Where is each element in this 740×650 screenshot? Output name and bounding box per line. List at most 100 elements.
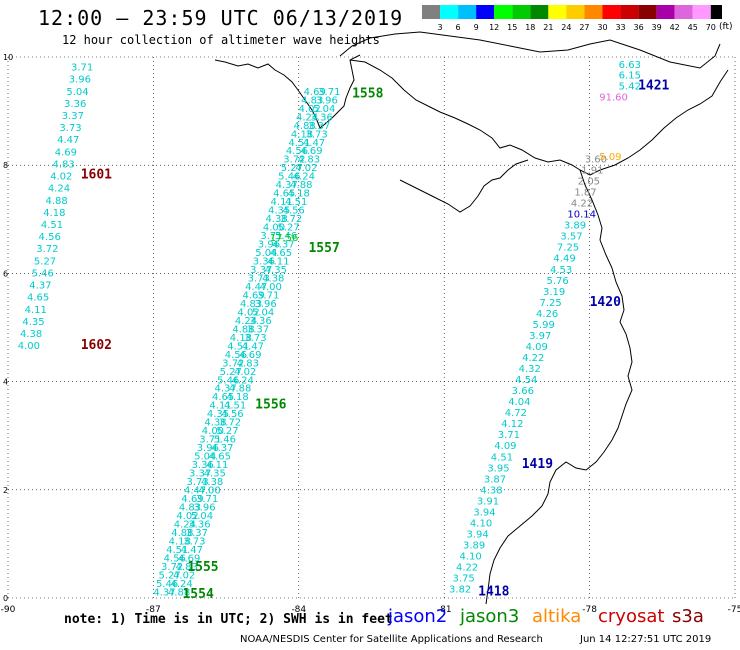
colorbar-swatch	[584, 5, 603, 19]
wave-height-point: 4.18	[291, 129, 313, 140]
wave-height-point: 4.47	[181, 545, 203, 556]
y-tick-label: 10	[3, 53, 13, 62]
wave-height-point: 3.37	[250, 265, 272, 276]
x-tick-label: -81	[437, 605, 452, 615]
wave-height-point: 3.72	[36, 244, 58, 255]
wave-height-point: 4.69	[55, 147, 77, 158]
colorbar-swatch	[440, 5, 459, 19]
wave-height-point: 4.51	[224, 401, 246, 412]
wave-height-point: 5.27	[216, 426, 238, 437]
wave-height-point: 3.36	[188, 519, 210, 530]
colorbar-swatch	[692, 5, 711, 19]
wave-height-point: 3.96	[193, 502, 215, 513]
legend-note: note: 1) Time is in UTC; 2) SWH is in fe…	[64, 612, 393, 627]
wave-height-point: 4.24	[170, 579, 192, 590]
wave-height-point: 4.69	[178, 553, 200, 564]
wave-height-point: 4.88	[290, 180, 312, 191]
colorbar-swatch	[656, 5, 675, 19]
wave-height-point: 4.69	[181, 494, 203, 505]
wave-height-point: 4.18	[227, 392, 249, 403]
wave-height-point: 3.71	[498, 430, 520, 441]
wave-height-point: 4.49	[553, 254, 575, 265]
coastline-panama-south	[399, 159, 529, 213]
x-tick-label: -75	[728, 605, 740, 615]
wave-height-point: 4.65	[273, 189, 295, 200]
wave-height-point: 4.69	[239, 350, 261, 361]
wave-height-point: 3.91	[477, 496, 499, 507]
wave-height-point: 4.12	[501, 419, 523, 430]
wave-height-point: 4.35	[265, 265, 287, 276]
wave-height-point: 5.46	[32, 268, 54, 279]
legend-cryosat: cryosat	[598, 606, 665, 627]
wave-height-point: 4.11	[267, 257, 289, 268]
wave-height-point: 4.22	[571, 199, 593, 210]
wave-height-point: 4.38	[204, 418, 226, 429]
wave-height-point: 3.72	[161, 562, 183, 573]
chart-subtitle: 12 hour collection of altimeter wave hei…	[62, 33, 380, 47]
wave-height-point: 4.02	[234, 367, 256, 378]
wave-height-point: 5.42	[619, 81, 641, 92]
wave-height-point: 4.38	[480, 485, 502, 496]
x-tick-label: -78	[582, 605, 597, 615]
wave-height-point: 4.51	[491, 452, 513, 463]
legend-jason2: jason2	[388, 606, 448, 627]
coastline-central-america	[214, 54, 361, 129]
wave-height-point: 4.00	[260, 282, 282, 293]
wave-height-point: 4.02	[50, 172, 72, 183]
y-tick-label: 6	[3, 269, 8, 278]
wave-height-point: 4.24	[235, 316, 257, 327]
time-label: 1558	[352, 87, 383, 102]
colorbar-swatch	[458, 5, 477, 19]
wave-height-point: 6.63	[619, 60, 641, 71]
colorbar-units: (ft)	[719, 22, 733, 32]
wave-height-point: 4.47	[245, 282, 267, 293]
footer-credit: NOAA/NESDIS Center for Satellite Applica…	[240, 634, 543, 645]
wave-height-point: 4.56	[283, 206, 305, 217]
x-tick-label: -90	[1, 605, 16, 615]
wave-height-point: 4.88	[46, 196, 68, 207]
wave-height-point: 4.37	[272, 240, 294, 251]
wave-height-point: 5.46	[217, 375, 239, 386]
wave-height-point: 3.36	[64, 99, 86, 110]
wave-height-point: 4.56	[221, 409, 243, 420]
wave-height-point: 5.04	[252, 307, 274, 318]
wave-height-point: 4.35	[204, 469, 226, 480]
wave-height-point: 4.22	[522, 353, 544, 364]
colorbar-tick-label: 45	[688, 23, 698, 32]
wave-height-point: 4.51	[285, 197, 307, 208]
wave-height-point: 2.05	[578, 177, 600, 188]
coastline	[214, 31, 729, 605]
wave-height-point: 3.89	[564, 221, 586, 232]
wave-height-point: 4.65	[270, 248, 292, 259]
colorbar-swatch	[566, 5, 585, 19]
colorbar-tick-label: 21	[543, 23, 553, 32]
wave-height-point: 4.02	[176, 511, 198, 522]
wave-height-point: 4.11	[271, 197, 293, 208]
wave-height-point: 4.38	[265, 214, 287, 225]
wave-height-point: 4.88	[232, 324, 254, 335]
wave-height-point: 4.72	[505, 408, 527, 419]
colorbar-swatch	[422, 5, 441, 19]
colorbar-tick-label: 70	[706, 23, 716, 32]
wave-height-point: 4.65	[209, 452, 231, 463]
wave-height-point: 4.69	[243, 290, 265, 301]
wave-height-point: 7.25	[557, 243, 579, 254]
wave-height-point: 3.73	[183, 536, 205, 547]
wave-height-point: 4.47	[242, 341, 264, 352]
wave-height-point: 4.24	[48, 184, 70, 195]
wave-height-point: 4.88	[171, 528, 193, 539]
legend-jason3: jason3	[460, 606, 520, 627]
wave-height-point: 4.11	[209, 401, 231, 412]
wave-height-point: 4.24	[293, 172, 315, 183]
wave-height-point: 3.36	[192, 460, 214, 471]
wave-height-point: 4.02	[237, 307, 259, 318]
time-label: 1554	[182, 587, 213, 602]
wave-height-point: 4.83	[179, 502, 201, 513]
wave-height-point: 5.46	[156, 579, 178, 590]
wave-height-point: 3.60	[585, 154, 607, 165]
wave-height-point: 3.72	[222, 358, 244, 369]
wave-height-point: 1.87	[574, 188, 596, 199]
colorbar-tick-label: 30	[597, 23, 607, 32]
time-label: 1601	[81, 168, 112, 183]
wave-height-point: 6.15	[619, 71, 641, 82]
